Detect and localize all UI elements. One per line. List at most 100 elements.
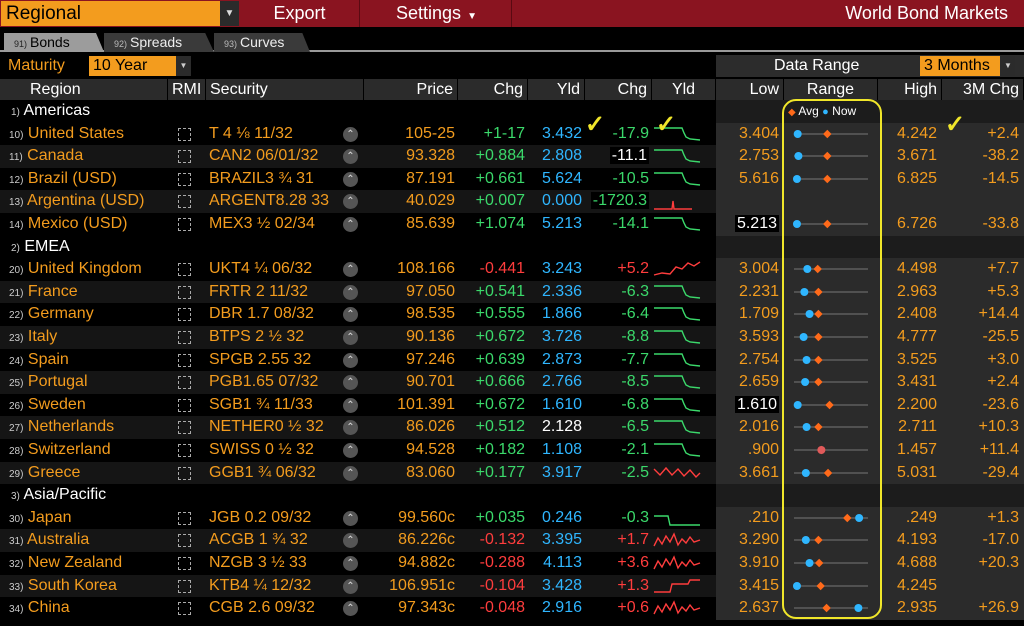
chevron-circle-icon[interactable]: ⌃ [343,465,358,481]
security-name[interactable]: BTPS 2 ½ 32 [209,328,305,345]
security-name[interactable]: PGB1.65 07/32 [209,373,319,391]
security-name[interactable]: SWISS 0 ½ 32 [209,441,314,458]
table-row[interactable]: 20) United Kingdom UKT4 ¼ 06/32 ⌃ 108.166 -0… [0,258,1024,281]
region-name[interactable]: Spain [23,350,69,368]
table-row[interactable]: 10) United States T 4 ⅛ 11/32 ⌃ 105-25 +1-17… [0,122,1024,146]
region-cell[interactable]: 20) United Kingdom [6,258,145,281]
rmi-checkbox-icon[interactable] [178,534,191,548]
rmi-checkbox-icon[interactable] [178,557,191,570]
rmi-checkbox-icon[interactable] [178,308,191,322]
region-name[interactable]: United Kingdom [23,260,142,278]
chevron-circle-icon[interactable]: ⌃ [343,510,358,526]
region-cell[interactable]: 12) Brazil (USD) [6,168,120,191]
header-range[interactable]: Range [784,79,878,100]
header-low[interactable]: Low [716,79,784,100]
export-button[interactable]: Export [240,0,360,27]
chevron-circle-icon[interactable]: ⌃ [343,307,358,323]
region-cell[interactable]: 31) Australia [6,529,92,552]
table-row[interactable]: 14) Mexico (USD) MEX3 ½ 02/34 ⌃ 85.639 +1.07… [0,213,1024,236]
chevron-circle-icon[interactable]: ⌃ [343,601,358,617]
region-name[interactable]: Sweden [23,395,86,413]
region-name[interactable]: France [23,282,78,300]
region-name[interactable]: Greece [23,463,81,481]
rmi-checkbox-icon[interactable] [178,511,191,525]
header-price[interactable]: Price [364,79,458,100]
security-name[interactable]: JGB 0.2 09/32 [209,508,312,526]
security-name[interactable]: NZGB 3 ½ 33 [209,554,307,571]
region-name[interactable]: Portugal [23,373,88,391]
chevron-circle-icon[interactable]: ⌃ [343,420,358,436]
security-name[interactable]: ARGENT8.28 33 [209,192,330,210]
rmi-checkbox-icon[interactable] [178,376,191,390]
data-range-dropdown-icon[interactable]: ▼ [1001,56,1015,76]
header-region[interactable]: Region [0,79,168,100]
rmi-checkbox-icon[interactable] [178,466,191,480]
chevron-circle-icon[interactable]: ⌃ [343,375,358,391]
header-chg[interactable]: Chg [458,79,528,100]
region-cell[interactable]: 26) Sweden [6,394,89,417]
regional-dropdown-icon[interactable]: ▼ [220,1,239,26]
table-row[interactable]: 24) Spain SPGB 2.55 32 ⌃ 97.246 +0.639 2.873 -… [0,348,1024,372]
rmi-checkbox-icon[interactable] [178,353,191,367]
rmi-checkbox-icon[interactable] [178,331,191,344]
security-name[interactable]: DBR 1.7 08/32 [209,305,314,323]
table-row[interactable]: 23) Italy BTPS 2 ½ 32 ⌃ 90.136 +0.672 3.726 -8… [0,326,1024,349]
security-name[interactable]: NETHER0 ½ 32 [209,418,324,436]
chevron-circle-icon[interactable]: ⌃ [343,284,358,300]
chevron-circle-icon[interactable]: ⌃ [343,556,358,571]
region-name[interactable]: Australia [23,531,90,549]
table-row[interactable]: 26) Sweden SGB1 ¾ 11/33 ⌃ 101.391 +0.672 1.61… [0,393,1024,417]
header-yld[interactable]: Yld [528,79,585,100]
chevron-circle-icon[interactable]: ⌃ [343,397,358,413]
settings-button[interactable]: Settings ▼ [362,0,512,27]
region-name[interactable]: Argentina (USD) [23,192,145,210]
region-cell[interactable]: 29) Greece [6,462,83,485]
table-row[interactable]: 32) New Zealand NZGB 3 ½ 33 ⌃ 94.882c -0.288… [0,552,1024,575]
security-name[interactable]: ACGB 1 ¾ 32 [209,531,308,549]
chevron-circle-icon[interactable]: ⌃ [343,443,358,458]
rmi-checkbox-icon[interactable] [178,263,191,277]
security-name[interactable]: SGB1 ¾ 11/33 [209,395,313,413]
maturity-select[interactable]: 10 Year [89,56,176,76]
security-name[interactable]: GGB1 ¾ 06/32 [209,463,316,481]
region-name[interactable]: Germany [23,305,94,323]
region-name[interactable]: Japan [23,508,72,526]
rmi-checkbox-icon[interactable] [178,579,191,593]
security-name[interactable]: KTB4 ¼ 12/32 [209,576,312,594]
header-3m-chg[interactable]: 3M Chg [942,79,1024,100]
tab-curves[interactable]: 93) Curves [214,33,310,52]
chevron-circle-icon[interactable]: ⌃ [343,578,358,594]
table-row[interactable]: 13) Argentina (USD) ARGENT8.28 33 ⌃ 40.029 +… [0,190,1024,213]
region-cell[interactable]: 34) China [6,597,73,620]
region-cell[interactable]: 33) South Korea [6,575,120,598]
header-security[interactable]: Security [206,79,364,100]
chevron-circle-icon[interactable]: ⌃ [343,217,358,232]
rmi-checkbox-icon[interactable] [178,172,191,186]
security-name[interactable]: MEX3 ½ 02/34 [209,215,315,232]
regional-selector[interactable]: Regional [1,1,220,26]
region-cell[interactable]: 24) Spain [6,349,72,372]
region-cell[interactable]: 14) Mexico (USD) [6,213,130,236]
security-name[interactable]: CGB 2.6 09/32 [209,599,315,617]
region-name[interactable]: Brazil (USD) [23,169,117,187]
region-cell[interactable]: 13) Argentina (USD) [6,190,147,213]
security-name[interactable]: FRTR 2 11/32 [209,282,309,300]
chevron-circle-icon[interactable]: ⌃ [343,533,358,549]
rmi-checkbox-icon[interactable] [178,444,191,457]
region-name[interactable]: Canada [22,147,84,165]
chevron-circle-icon[interactable]: ⌃ [343,262,358,278]
header-yld-chg[interactable]: Chg [585,79,652,100]
region-cell[interactable]: 22) Germany [6,303,97,326]
region-name[interactable]: Mexico (USD) [23,215,128,232]
chevron-circle-icon[interactable]: ⌃ [343,194,358,210]
header-high[interactable]: High [878,79,942,100]
tab-bonds[interactable]: 91) Bonds [4,33,104,52]
table-row[interactable]: 30) Japan JGB 0.2 09/32 ⌃ 99.560c +0.035 0.24… [0,506,1024,530]
region-name[interactable]: South Korea [23,576,117,594]
chevron-circle-icon[interactable]: ⌃ [343,330,358,345]
region-name[interactable]: New Zealand [23,554,123,571]
rmi-checkbox-icon[interactable] [178,602,191,616]
security-name[interactable]: SPGB 2.55 32 [209,350,312,368]
region-cell[interactable]: 23) Italy [6,326,60,349]
region-name[interactable]: Netherlands [23,418,115,436]
